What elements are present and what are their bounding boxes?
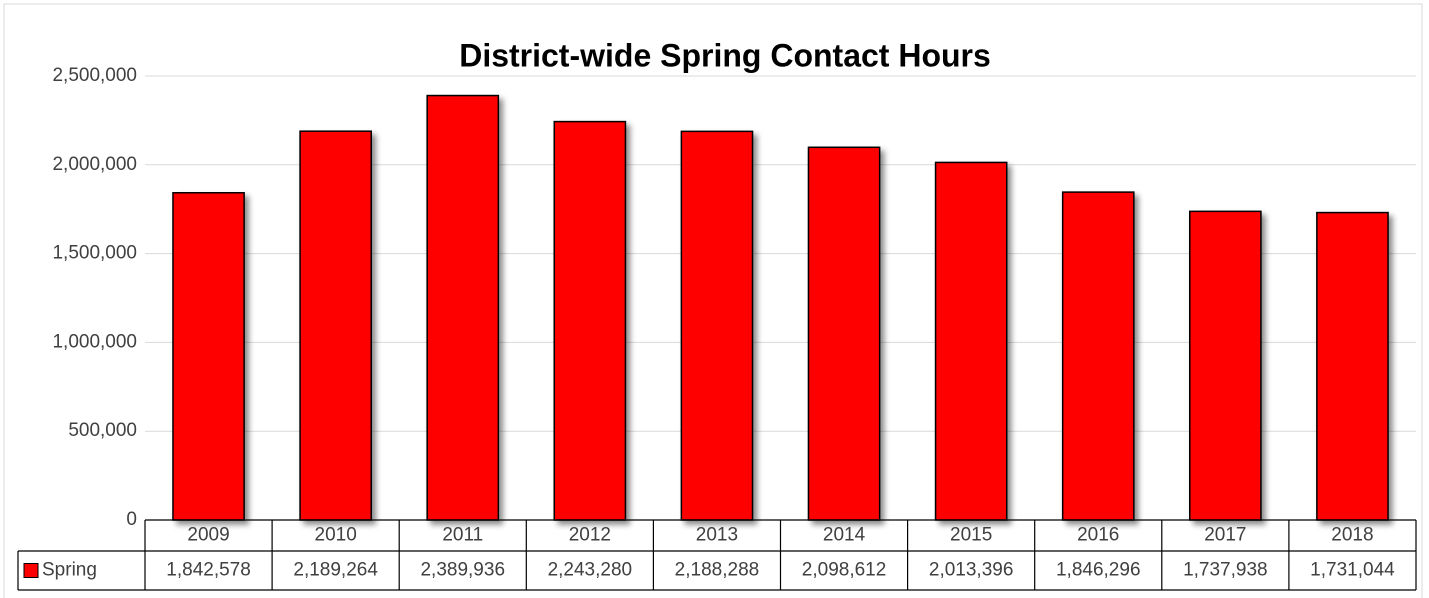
x-tick-label: 2018 (1331, 525, 1373, 546)
x-tick-label: 2011 (442, 525, 483, 546)
bar (299, 130, 372, 521)
y-tick-label: 2,000,000 (52, 154, 137, 175)
legend-swatch (23, 563, 39, 578)
data-table-value: 2,243,280 (548, 560, 633, 581)
x-tick-label: 2017 (1204, 525, 1246, 546)
bar (680, 130, 754, 521)
x-tick-label: 2014 (823, 525, 866, 546)
data-table-value: 1,842,578 (166, 560, 251, 581)
bar (1316, 211, 1389, 521)
data-table-value: 2,188,288 (675, 560, 760, 581)
y-tick-label: 0 (126, 509, 137, 530)
y-tick-label: 2,500,000 (52, 65, 137, 86)
x-tick-label: 2015 (950, 525, 992, 546)
chart-frame (3, 3, 1423, 598)
data-table-value: 2,189,264 (293, 560, 378, 581)
bar (1061, 191, 1135, 521)
y-tick-label: 1,000,000 (52, 331, 137, 352)
bar (807, 146, 881, 521)
x-tick-label: 2013 (696, 525, 738, 546)
legend-label: Spring (42, 560, 97, 581)
bar (553, 120, 627, 521)
data-table-value: 1,737,938 (1183, 560, 1268, 581)
y-tick-label: 500,000 (68, 420, 137, 441)
data-table-value: 2,098,612 (802, 560, 887, 581)
chart-title: District-wide Spring Contact Hours (459, 37, 991, 73)
bar (1189, 210, 1262, 521)
data-table-value: 2,389,936 (420, 560, 505, 581)
x-tick-label: 2016 (1077, 525, 1119, 546)
bar (426, 94, 500, 521)
bar (172, 192, 245, 521)
bar (934, 161, 1008, 521)
x-tick-label: 2010 (315, 525, 357, 546)
data-table-value: 1,846,296 (1056, 560, 1141, 581)
data-table-value: 2,013,396 (929, 560, 1014, 581)
x-tick-label: 2009 (187, 525, 229, 546)
data-table-value: 1,731,044 (1310, 560, 1395, 581)
x-tick-label: 2012 (569, 525, 611, 546)
y-tick-label: 1,500,000 (52, 243, 137, 264)
